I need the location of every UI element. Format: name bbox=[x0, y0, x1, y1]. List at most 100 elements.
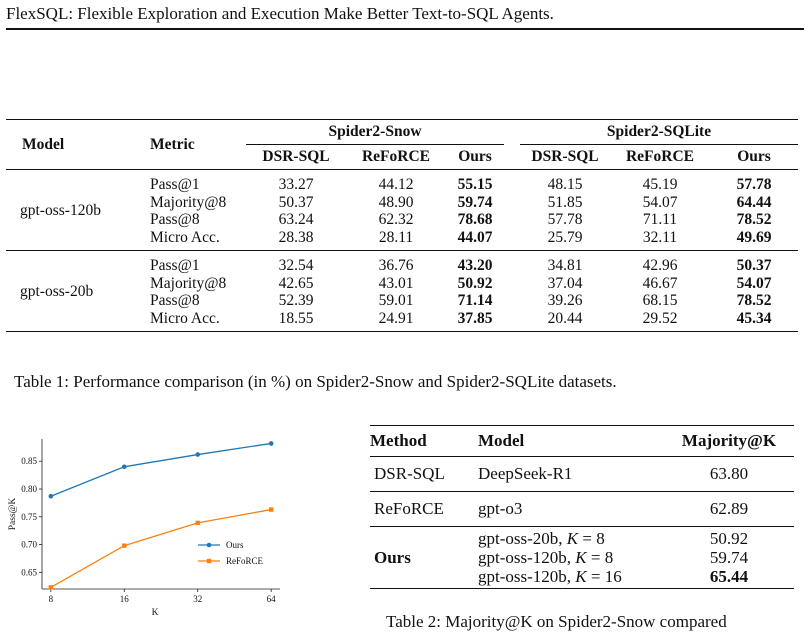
model-cell: gpt-oss-120b bbox=[20, 202, 101, 219]
x-tick-label: 16 bbox=[120, 594, 130, 604]
col-model-header: Model bbox=[478, 431, 525, 450]
value-cell: 44.07 bbox=[457, 228, 493, 246]
ours-values-cell: 50.92 59.74 65.44 bbox=[664, 527, 794, 589]
ours-model-line: gpt-oss-120b, K = 16 bbox=[478, 567, 622, 586]
value-cell: 43.20 bbox=[457, 257, 493, 274]
value-cell: 55.15 bbox=[457, 176, 493, 193]
sub-header: ReFoRCE bbox=[625, 148, 695, 165]
ours-value: 50.92 bbox=[709, 529, 749, 548]
y-tick-label: 0.80 bbox=[21, 484, 37, 494]
col-majority-header: Majority@K bbox=[681, 431, 777, 450]
data-point bbox=[48, 493, 54, 499]
group-header-snow: Spider2-Snow bbox=[246, 120, 504, 145]
value-cell: 45.34 bbox=[736, 309, 772, 327]
metric-cell: Pass@8 bbox=[150, 292, 200, 309]
value-cell: 18.55 bbox=[278, 309, 314, 327]
value-cell: 54.07 bbox=[736, 274, 772, 292]
value-cell: 54.07 bbox=[642, 193, 678, 211]
ours-model-line: gpt-oss-20b, K = 8 bbox=[478, 529, 605, 548]
table-row: gpt-oss-20b Pass@1 32.54 36.76 43.20 34.81 42.… bbox=[6, 257, 798, 300]
series-line-0 bbox=[50, 442, 272, 497]
legend-label: ReFoRCE bbox=[226, 556, 264, 566]
table-row: Majority@8 50.37 48.90 59.74 51.85 54.07 64.44 bbox=[6, 194, 798, 212]
metric-cell: Pass@1 bbox=[150, 257, 200, 274]
sub-header: Ours bbox=[458, 148, 492, 165]
data-point bbox=[121, 464, 127, 470]
table-row: Pass@8 52.39 59.01 71.14 39.26 68.15 78.52 bbox=[6, 292, 798, 310]
value-cell: 51.85 bbox=[547, 193, 583, 211]
value-cell: 50.37 bbox=[736, 257, 772, 274]
data-point bbox=[195, 452, 201, 457]
value-cell: 45.19 bbox=[642, 176, 678, 193]
value-cell: 71.11 bbox=[642, 211, 678, 228]
metric-cell: Pass@8 bbox=[150, 211, 200, 228]
value-cell: 59.01 bbox=[378, 292, 414, 309]
value-cell: 37.85 bbox=[457, 309, 493, 327]
value-cell: 32.11 bbox=[642, 228, 678, 246]
value-cell: 68.15 bbox=[642, 292, 678, 309]
sub-header: DSR-SQL bbox=[262, 148, 330, 165]
series-line-1 bbox=[50, 508, 272, 588]
value-cell: 20.44 bbox=[547, 309, 583, 327]
data-point bbox=[122, 543, 127, 548]
value-cell: 52.39 bbox=[278, 292, 314, 309]
value-cell: 78.68 bbox=[457, 211, 493, 228]
value-cell: 29.52 bbox=[642, 309, 678, 327]
legend-marker bbox=[206, 558, 212, 564]
sub-header: DSR-SQL bbox=[531, 148, 599, 165]
value-cell: 71.14 bbox=[457, 292, 493, 309]
metric-cell: Micro Acc. bbox=[150, 309, 220, 327]
data-point bbox=[195, 520, 200, 526]
model-cell: gpt-oss-20b bbox=[20, 283, 94, 300]
value-cell: 78.52 bbox=[736, 211, 772, 228]
metric-cell: Majority@8 bbox=[150, 193, 227, 211]
y-axis-label: Pass@K bbox=[8, 498, 18, 531]
value-cell: 39.26 bbox=[547, 292, 583, 309]
legend-label: Ours bbox=[226, 540, 244, 550]
x-tick-label: 32 bbox=[193, 594, 202, 604]
ours-value: 59.74 bbox=[709, 548, 749, 567]
value-cell: 33.27 bbox=[278, 176, 314, 193]
y-tick-label: 0.85 bbox=[21, 456, 37, 466]
value-cell: 57.78 bbox=[547, 211, 583, 228]
ours-value-best: 65.44 bbox=[709, 567, 749, 586]
value-cell: 42.96 bbox=[642, 257, 678, 274]
pass-at-k-chart: 0.65 0.70 0.75 0.80 0.85 8 16 32 64 K Pass@K Ours Re… bbox=[0, 425, 300, 630]
data-point bbox=[268, 441, 274, 446]
legend-marker bbox=[206, 542, 212, 548]
metric-cell: Micro Acc. bbox=[150, 228, 220, 246]
chart-svg: 0.65 0.70 0.75 0.80 0.85 8 16 32 64 K Pass@K Ours Re… bbox=[8, 439, 280, 618]
value-cell: 28.38 bbox=[278, 228, 314, 246]
table-row: gpt-oss-120b Pass@1 33.27 44.12 55.15 48.15 45… bbox=[6, 176, 798, 219]
col-method-header: Method bbox=[370, 431, 427, 450]
data-point bbox=[268, 507, 274, 512]
group-header-sqlite: Spider2-SQLite bbox=[520, 120, 798, 145]
value-cell: 50.37 bbox=[278, 193, 314, 211]
table-row: Majority@8 42.65 43.01 50.92 37.04 46.67 54.07 bbox=[6, 275, 798, 293]
x-axis-label: K bbox=[152, 608, 159, 618]
metric-cell: Pass@1 bbox=[150, 176, 200, 193]
value-cell: 62.32 bbox=[378, 211, 414, 228]
table1-caption: Table 1: Performance comparison (in %) o… bbox=[14, 372, 617, 391]
value-cell: 24.91 bbox=[378, 309, 414, 327]
value-cell: 78.52 bbox=[736, 292, 772, 309]
value-cell: 25.79 bbox=[547, 228, 583, 246]
value-cell: 34.81 bbox=[547, 257, 583, 274]
x-tick-label: 8 bbox=[49, 594, 54, 604]
value-cell: 46.67 bbox=[642, 274, 678, 292]
performance-table: Model Metric Spider2-Snow Spider2-SQLite… bbox=[6, 119, 798, 332]
x-tick-label: 64 bbox=[267, 594, 277, 604]
col-model-header: Model bbox=[22, 135, 65, 153]
value-cell: 43.01 bbox=[378, 274, 414, 292]
value-cell: 64.44 bbox=[736, 193, 772, 211]
table-row: Pass@8 63.24 62.32 78.68 57.78 71.11 78.52 bbox=[6, 211, 798, 229]
sub-header: Ours bbox=[737, 148, 771, 165]
value-cell: 36.76 bbox=[378, 257, 414, 274]
value-cell: 32.54 bbox=[278, 257, 314, 274]
method-cell: DSR-SQL bbox=[374, 464, 445, 483]
metric-cell: Majority@8 bbox=[150, 274, 227, 292]
sub-header: ReFoRCE bbox=[361, 148, 431, 165]
value-cell: 37.04 bbox=[547, 274, 583, 292]
value-cell: 63.24 bbox=[278, 211, 314, 228]
value-cell: 59.74 bbox=[457, 193, 493, 211]
